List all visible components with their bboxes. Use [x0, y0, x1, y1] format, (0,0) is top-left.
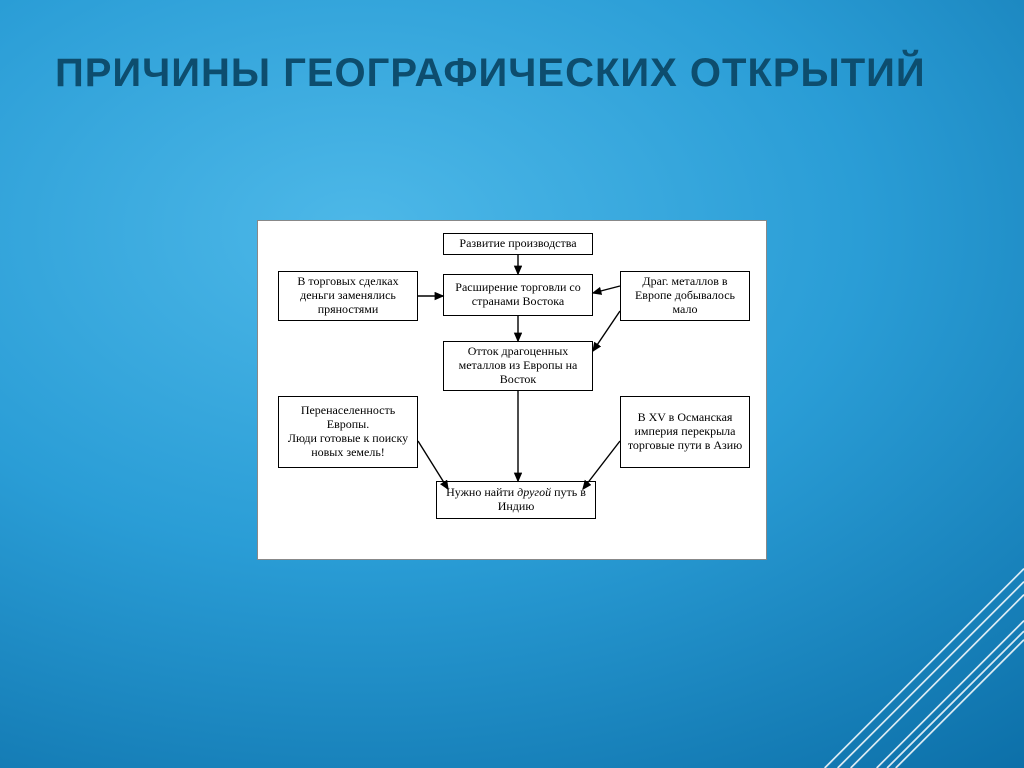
node-overpopulation: Перенаселенность Европы. Люди готовые к … [278, 396, 418, 468]
node-metal-outflow: Отток драгоценных металлов из Европы на … [443, 341, 593, 391]
node-find-route: Нужно найти другой путь в Индию [436, 481, 596, 519]
node-find-route-pre: Нужно найти [446, 485, 517, 499]
slide-title: ПРИЧИНЫ ГЕОГРАФИЧЕСКИХ ОТКРЫТИЙ [55, 50, 926, 96]
corner-decoration [764, 508, 1024, 768]
node-few-metals: Драг. металлов в Европе добывалось мало [620, 271, 750, 321]
node-production: Развитие производства [443, 233, 593, 255]
node-ottoman: В XV в Османская империя перекрыла торго… [620, 396, 750, 468]
node-spices-money: В торговых сделках деньги заменялись пря… [278, 271, 418, 321]
flowchart-panel: Развитие производства Расширение торговл… [257, 220, 767, 560]
node-find-route-em: другой [517, 485, 551, 499]
node-trade-expansion: Расширение торговли со странами Востока [443, 274, 593, 316]
